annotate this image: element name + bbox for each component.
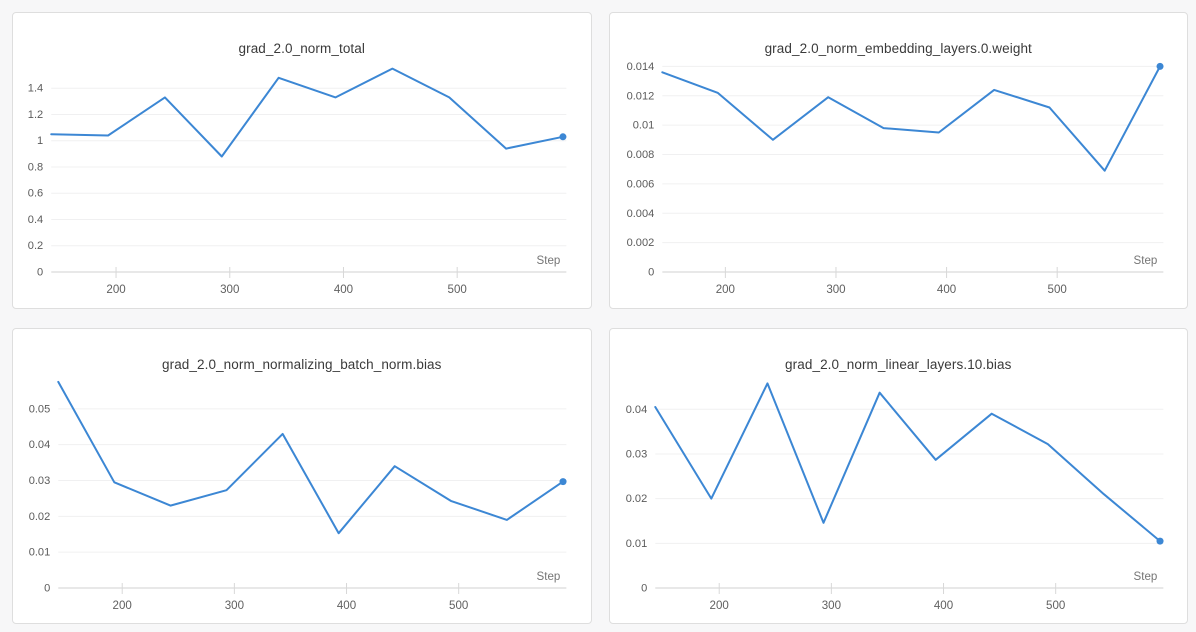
panel-grad-2-0-norm-embedding-layers-0-weight[interactable]: grad_2.0_norm_embedding_layers.0.weight … bbox=[608, 12, 1188, 309]
y-tick-label: 0.2 bbox=[28, 240, 43, 252]
gridlines bbox=[654, 408, 1163, 589]
x-tick-label: 300 bbox=[821, 600, 840, 612]
x-tick-label: 500 bbox=[448, 284, 467, 296]
gridlines bbox=[51, 87, 567, 273]
y-tick-label: 0.012 bbox=[626, 90, 654, 102]
panel-grad-2-0-norm-linear-layers-10-bias[interactable]: grad_2.0_norm_linear_layers.10.bias 0 0.0… bbox=[608, 327, 1188, 624]
x-tick-label: 400 bbox=[337, 600, 356, 612]
series-line[interactable] bbox=[653, 381, 1161, 542]
line-chart-svg[interactable]: 0 0.002 0.004 0.006 0.008 0.01 0.012 0.014 200 30… bbox=[610, 60, 1188, 307]
step-axis-label: Step bbox=[537, 571, 561, 583]
y-tick-label: 0.02 bbox=[625, 493, 647, 505]
chart-title: grad_2.0_norm_normalizing_batch_norm.bia… bbox=[161, 356, 442, 372]
y-tick-label: 0.05 bbox=[29, 403, 51, 415]
x-axis: 200 300 400 500 bbox=[715, 267, 1066, 296]
x-tick-label: 500 bbox=[449, 600, 468, 612]
y-tick-label: 0.6 bbox=[28, 188, 43, 200]
step-axis-label: Step bbox=[1133, 571, 1157, 583]
last-point-marker[interactable] bbox=[1156, 537, 1164, 545]
y-tick-label: 1.2 bbox=[28, 109, 43, 121]
y-tick-label: 0.8 bbox=[28, 162, 43, 174]
y-tick-label: 0.01 bbox=[625, 537, 647, 549]
y-tick-label: 0 bbox=[648, 267, 654, 279]
series-line[interactable] bbox=[660, 65, 1161, 172]
y-tick-label: 0.04 bbox=[29, 439, 51, 451]
y-tick-label: 0.02 bbox=[29, 510, 51, 522]
x-tick-label: 400 bbox=[334, 284, 353, 296]
y-tick-label: 0.01 bbox=[29, 546, 51, 558]
x-tick-label: 300 bbox=[826, 284, 845, 296]
step-axis-label: Step bbox=[537, 255, 561, 267]
x-tick-label: 200 bbox=[106, 284, 125, 296]
gridlines bbox=[661, 65, 1163, 273]
x-tick-label: 500 bbox=[1046, 600, 1065, 612]
panel-grad-2-0-norm-total[interactable]: grad_2.0_norm_total 0 0.2 0.4 0.6 0.8 1 1.2 1.4… bbox=[12, 12, 592, 309]
y-tick-label: 0.006 bbox=[626, 178, 654, 190]
y-tick-label: 1 bbox=[37, 135, 43, 147]
x-tick-label: 200 bbox=[113, 600, 132, 612]
x-tick-label: 200 bbox=[709, 600, 728, 612]
x-tick-label: 400 bbox=[936, 284, 955, 296]
x-axis: 200 300 400 500 bbox=[113, 582, 468, 612]
series-line[interactable] bbox=[57, 380, 565, 534]
y-tick-label: 0.03 bbox=[29, 475, 51, 487]
last-point-marker[interactable] bbox=[1156, 62, 1164, 70]
x-axis: 200 300 400 500 bbox=[106, 267, 467, 296]
chart-title: grad_2.0_norm_linear_layers.10.bias bbox=[785, 356, 1012, 372]
y-tick-label: 0.04 bbox=[625, 403, 647, 415]
line-chart-svg[interactable]: 0 0.01 0.02 0.03 0.04 0.05 200 300 400 500 Step bbox=[13, 376, 591, 623]
step-axis-label: Step bbox=[1133, 255, 1157, 267]
y-tick-label: 0.002 bbox=[626, 237, 654, 249]
line-chart-svg[interactable]: 0 0.01 0.02 0.03 0.04 200 300 400 500 Step bbox=[610, 376, 1188, 623]
x-tick-label: 400 bbox=[933, 600, 952, 612]
x-tick-label: 300 bbox=[220, 284, 239, 296]
chart-title: grad_2.0_norm_embedding_layers.0.weight bbox=[764, 41, 1032, 56]
y-tick-label: 0 bbox=[37, 267, 43, 279]
x-tick-label: 500 bbox=[1047, 284, 1066, 296]
x-axis: 200 300 400 500 bbox=[709, 582, 1065, 612]
x-tick-label: 300 bbox=[225, 600, 244, 612]
y-tick-label: 0.03 bbox=[625, 448, 647, 460]
last-point-marker[interactable] bbox=[559, 133, 567, 141]
x-tick-label: 200 bbox=[715, 284, 734, 296]
panel-grad-2-0-norm-normalizing-batch-norm-bias[interactable]: grad_2.0_norm_normalizing_batch_norm.bia… bbox=[12, 327, 592, 624]
y-tick-label: 0.014 bbox=[626, 61, 654, 73]
y-tick-label: 0.01 bbox=[632, 120, 654, 132]
series-line[interactable] bbox=[50, 67, 564, 158]
y-tick-label: 0.008 bbox=[626, 149, 654, 161]
y-tick-label: 0 bbox=[641, 582, 647, 594]
last-point-marker[interactable] bbox=[559, 477, 567, 485]
chart-title: grad_2.0_norm_total bbox=[238, 41, 365, 56]
y-tick-label: 0 bbox=[44, 582, 50, 594]
y-tick-label: 0.4 bbox=[28, 214, 43, 226]
y-tick-label: 1.4 bbox=[28, 83, 43, 95]
line-chart-svg[interactable]: 0 0.2 0.4 0.6 0.8 1 1.2 1.4 200 300 400 500 Step bbox=[13, 60, 591, 307]
y-tick-label: 0.004 bbox=[626, 208, 654, 220]
gridlines bbox=[58, 407, 567, 589]
